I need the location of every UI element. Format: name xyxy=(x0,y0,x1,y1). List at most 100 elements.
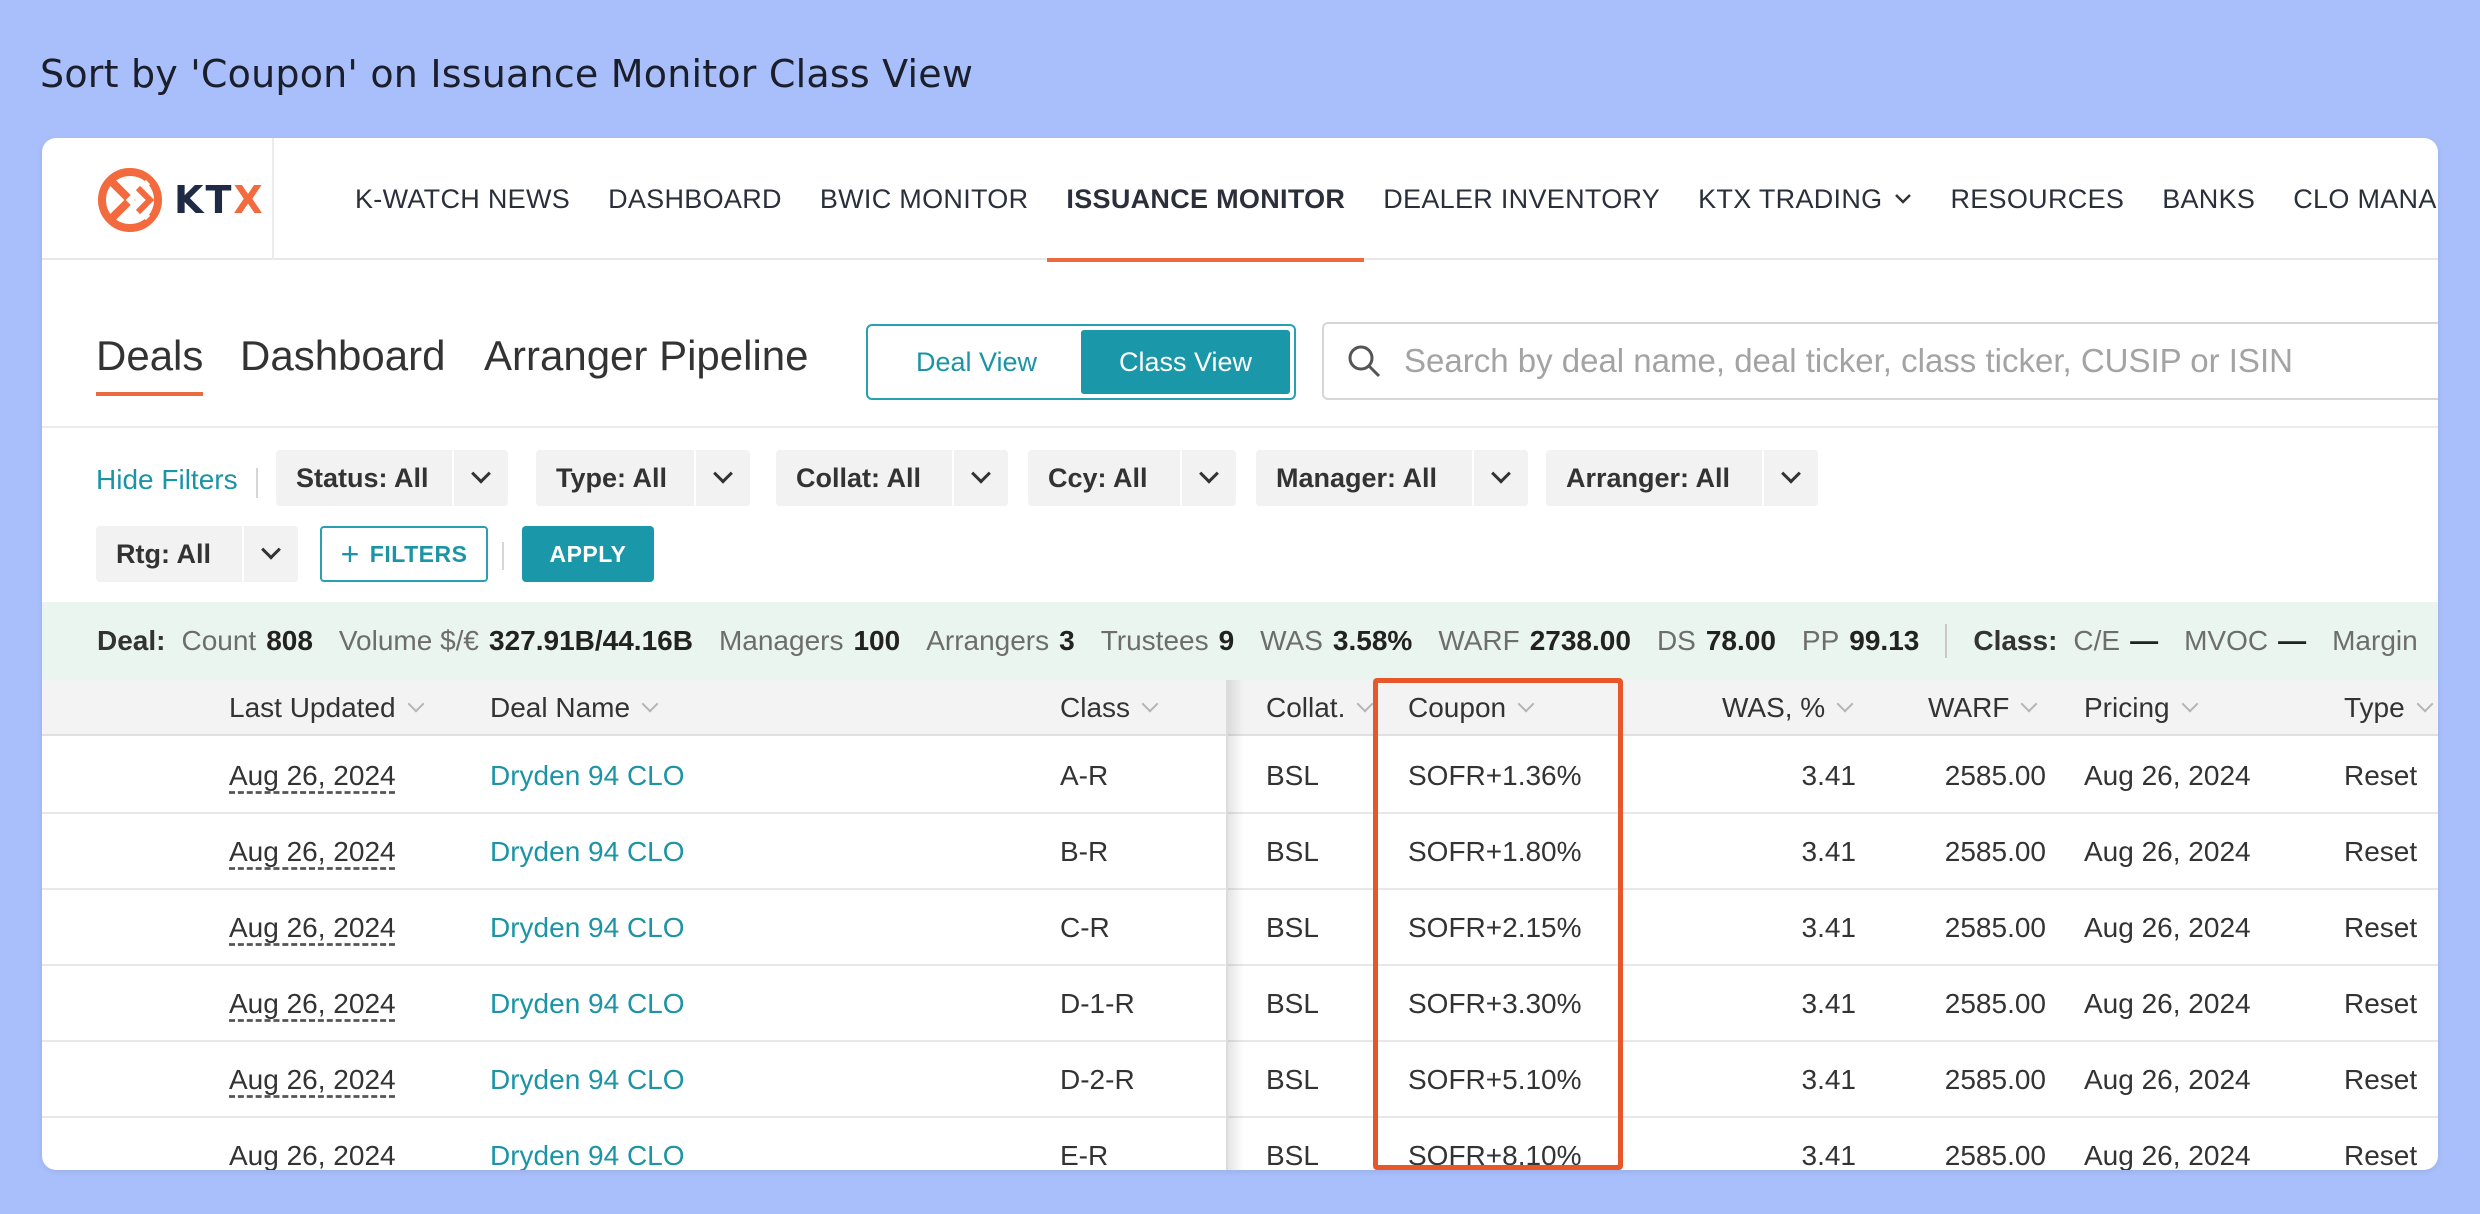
column-header-was[interactable]: WAS, % xyxy=(1722,680,1854,736)
type-cell: Reset xyxy=(2344,912,2418,943)
table-row[interactable]: Aug 26, 2024 Dryden 94 CLO E-R BSL SOFR+… xyxy=(42,1118,2438,1170)
apply-button[interactable]: APPLY xyxy=(522,526,654,582)
table-row[interactable]: Aug 26, 2024 Dryden 94 CLO D-1-R BSL SOF… xyxy=(42,966,2438,1042)
chevron-down-icon xyxy=(694,450,750,506)
pricing-cell: Aug 26, 2024 xyxy=(2084,988,2251,1019)
deal-name-link[interactable]: Dryden 94 CLO xyxy=(490,760,685,791)
collat-cell: BSL xyxy=(1266,1064,1319,1095)
table-row[interactable]: Aug 26, 2024 Dryden 94 CLO B-R BSL SOFR+… xyxy=(42,814,2438,890)
plus-icon: + xyxy=(340,535,360,572)
deal-name-link[interactable]: Dryden 94 CLO xyxy=(490,836,685,867)
type-cell: Reset xyxy=(2344,1064,2418,1095)
add-filters-button[interactable]: + FILTERS xyxy=(320,526,488,582)
view-toggle: Deal View Class View xyxy=(866,324,1296,400)
nav-item-issuance-monitor[interactable]: ISSUANCE MONITOR xyxy=(1047,138,1365,262)
warf-cell: 2585.00 xyxy=(1944,1064,2046,1095)
last-updated-cell[interactable]: Aug 26, 2024 xyxy=(229,1140,396,1170)
last-updated-cell[interactable]: Aug 26, 2024 xyxy=(229,912,396,943)
warf-cell: 2585.00 xyxy=(1944,836,2046,867)
nav-item-bwic-monitor[interactable]: BWIC MONITOR xyxy=(819,183,1029,214)
rtg-filter[interactable]: Rtg: All xyxy=(96,526,298,582)
ccy-filter[interactable]: Ccy: All xyxy=(1028,450,1236,506)
column-header-class[interactable]: Class xyxy=(1060,680,1159,736)
was-cell: 3.41 xyxy=(1801,912,1857,943)
collat-filter[interactable]: Collat: All xyxy=(776,450,1008,506)
sort-chevron-icon xyxy=(1517,695,1535,713)
column-header-coupon[interactable]: Coupon xyxy=(1408,680,1535,736)
class-table: Last Updated Deal Name Class Collat. Cou… xyxy=(42,680,2438,1170)
ktx-logo[interactable]: KTX xyxy=(98,168,265,232)
column-header-pricing[interactable]: Pricing xyxy=(2084,680,2199,736)
deal-name-link[interactable]: Dryden 94 CLO xyxy=(490,1064,685,1095)
warf-cell: 2585.00 xyxy=(1944,988,2046,1019)
column-header-warf[interactable]: WARF xyxy=(1928,680,2038,736)
deal-name-link[interactable]: Dryden 94 CLO xyxy=(490,912,685,943)
deal-view-button[interactable]: Deal View xyxy=(915,346,1038,377)
class-view-button[interactable]: Class View xyxy=(1081,330,1290,394)
table-row[interactable]: Aug 26, 2024 Dryden 94 CLO C-R BSL SOFR+… xyxy=(42,890,2438,966)
sort-chevron-icon xyxy=(407,695,425,713)
filters-panel: Hide Filters Status: All Type: All Colla… xyxy=(42,430,2438,600)
was-cell: 3.41 xyxy=(1801,760,1857,791)
type-cell: Reset xyxy=(2344,836,2418,867)
search-input[interactable]: Search by deal name, deal ticker, class … xyxy=(1322,322,2438,400)
pricing-cell: Aug 26, 2024 xyxy=(2084,1140,2251,1170)
warf-cell: 2585.00 xyxy=(1944,1140,2046,1170)
sort-chevron-icon xyxy=(1141,695,1159,713)
type-cell: Reset xyxy=(2344,1140,2418,1170)
chevron-down-icon xyxy=(1180,450,1236,506)
nav-item-banks[interactable]: BANKS xyxy=(2162,183,2256,214)
sort-chevron-icon xyxy=(641,695,659,713)
tab-deals[interactable]: Deals xyxy=(96,332,204,396)
top-navigation: KTX K-WATCH NEWS DASHBOARD BWIC MONITOR … xyxy=(42,138,2438,262)
chevron-down-icon xyxy=(1895,194,1912,204)
class-cell: D-2-R xyxy=(1060,1064,1135,1095)
coupon-cell: SOFR+8.10% xyxy=(1408,1140,1582,1170)
nav-item-dashboard[interactable]: DASHBOARD xyxy=(608,183,782,214)
ktx-logo-icon xyxy=(98,168,162,232)
nav-item-ktx-trading[interactable]: KTX TRADING xyxy=(1679,138,1931,260)
nav-item-kwatch-news[interactable]: K-WATCH NEWS xyxy=(355,183,571,214)
table-row[interactable]: Aug 26, 2024 Dryden 94 CLO A-R BSL SOFR+… xyxy=(42,738,2438,814)
tab-dashboard[interactable]: Dashboard xyxy=(240,332,446,379)
chevron-down-icon xyxy=(1762,450,1818,506)
search-icon xyxy=(1344,341,1384,381)
nav-item-resources[interactable]: RESOURCES xyxy=(1950,183,2125,214)
last-updated-cell[interactable]: Aug 26, 2024 xyxy=(229,836,396,867)
deal-name-link[interactable]: Dryden 94 CLO xyxy=(490,1140,685,1170)
last-updated-cell[interactable]: Aug 26, 2024 xyxy=(229,988,396,1019)
deal-name-link[interactable]: Dryden 94 CLO xyxy=(490,988,685,1019)
table-row[interactable]: Aug 26, 2024 Dryden 94 CLO D-2-R BSL SOF… xyxy=(42,1042,2438,1118)
type-cell: Reset xyxy=(2344,760,2418,791)
was-cell: 3.41 xyxy=(1801,988,1857,1019)
tab-arranger-pipeline[interactable]: Arranger Pipeline xyxy=(484,332,809,379)
last-updated-cell[interactable]: Aug 26, 2024 xyxy=(229,760,396,791)
divider xyxy=(1945,624,1948,658)
hide-filters-link[interactable]: Hide Filters xyxy=(96,464,238,495)
coupon-cell: SOFR+1.36% xyxy=(1408,760,1582,791)
column-header-last-updated[interactable]: Last Updated xyxy=(229,680,425,736)
nav-item-dealer-inventory[interactable]: DEALER INVENTORY xyxy=(1383,183,1661,214)
subheader: Deals Dashboard Arranger Pipeline Deal V… xyxy=(42,260,2438,428)
warf-cell: 2585.00 xyxy=(1944,760,2046,791)
class-cell: E-R xyxy=(1060,1140,1109,1170)
status-filter[interactable]: Status: All xyxy=(276,450,508,506)
table-header: Last Updated Deal Name Class Collat. Cou… xyxy=(42,680,2438,736)
column-header-collat[interactable]: Collat. xyxy=(1266,680,1374,736)
column-header-deal-name[interactable]: Deal Name xyxy=(490,680,659,736)
search-placeholder: Search by deal name, deal ticker, class … xyxy=(1404,342,2293,379)
arranger-filter[interactable]: Arranger: All xyxy=(1546,450,1818,506)
class-cell: A-R xyxy=(1060,760,1109,791)
type-filter[interactable]: Type: All xyxy=(536,450,750,506)
last-updated-cell[interactable]: Aug 26, 2024 xyxy=(229,1064,396,1095)
collat-cell: BSL xyxy=(1266,760,1319,791)
coupon-cell: SOFR+2.15% xyxy=(1408,912,1582,943)
class-cell: B-R xyxy=(1060,836,1109,867)
warf-cell: 2585.00 xyxy=(1944,912,2046,943)
pricing-cell: Aug 26, 2024 xyxy=(2084,1064,2251,1095)
nav-item-clo-managers[interactable]: CLO MANAGERS xyxy=(2293,183,2438,214)
pricing-cell: Aug 26, 2024 xyxy=(2084,836,2251,867)
column-header-type[interactable]: Type xyxy=(2344,680,2434,736)
manager-filter[interactable]: Manager: All xyxy=(1256,450,1528,506)
chevron-down-icon xyxy=(952,450,1008,506)
